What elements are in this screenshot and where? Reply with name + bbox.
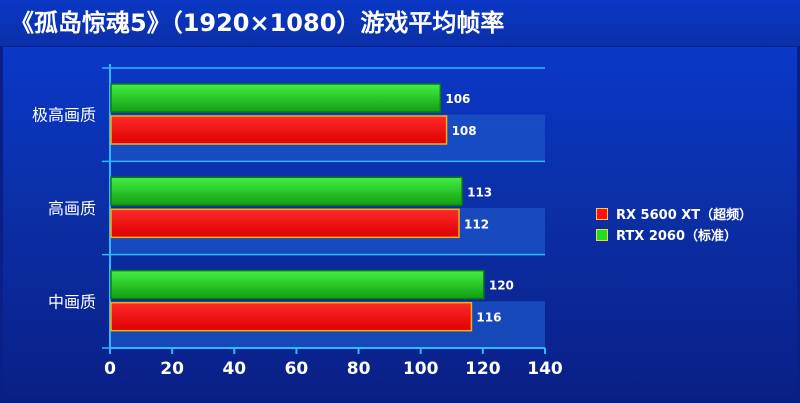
bars xyxy=(110,83,485,332)
category-label: 中画质 xyxy=(48,292,96,311)
x-tick-label: 0 xyxy=(104,359,116,379)
bar-rtx2060 xyxy=(110,83,442,113)
bar-rtx2060 xyxy=(110,269,485,300)
data-label: 112 xyxy=(464,217,489,231)
bar-rx5600xt xyxy=(110,115,448,145)
x-tick-label: 140 xyxy=(527,359,563,379)
labels: 0 20 40 60 80 100 120 140 极高画质 106 108 高画质 113 112 中画质… xyxy=(32,92,563,379)
x-tick-label: 40 xyxy=(222,359,246,379)
legend-swatch-rx5600xt xyxy=(596,207,608,220)
data-label: 113 xyxy=(467,185,492,199)
x-tick-label: 100 xyxy=(403,359,439,379)
chart-title: 《孤岛惊魂5》（1920×1080）游戏平均帧率 xyxy=(0,0,800,46)
legend-label-rtx2060: RTX 2060（标准） xyxy=(616,229,738,244)
bar-rx5600xt xyxy=(110,301,473,332)
legend-item-rx5600xt: RX 5600 XT（超频） xyxy=(596,204,752,223)
legend-item-rtx2060: RTX 2060（标准） xyxy=(596,225,737,244)
data-label: 120 xyxy=(489,279,514,293)
legend-swatch-rtx2060 xyxy=(596,228,608,241)
category-label: 极高画质 xyxy=(32,106,96,125)
x-tick-label: 20 xyxy=(160,359,184,379)
legend-label-rx5600xt: RX 5600 XT（超频） xyxy=(616,208,753,223)
category-label: 高画质 xyxy=(48,199,96,218)
bar-rx5600xt xyxy=(110,208,460,239)
axes xyxy=(109,64,546,354)
data-label: 116 xyxy=(476,311,501,325)
x-tick-label: 60 xyxy=(285,359,309,379)
x-tick-label: 120 xyxy=(465,359,501,379)
bar-rtx2060 xyxy=(110,176,463,207)
data-label: 106 xyxy=(445,92,470,106)
data-label: 108 xyxy=(452,124,477,138)
x-tick-label: 80 xyxy=(347,359,371,379)
